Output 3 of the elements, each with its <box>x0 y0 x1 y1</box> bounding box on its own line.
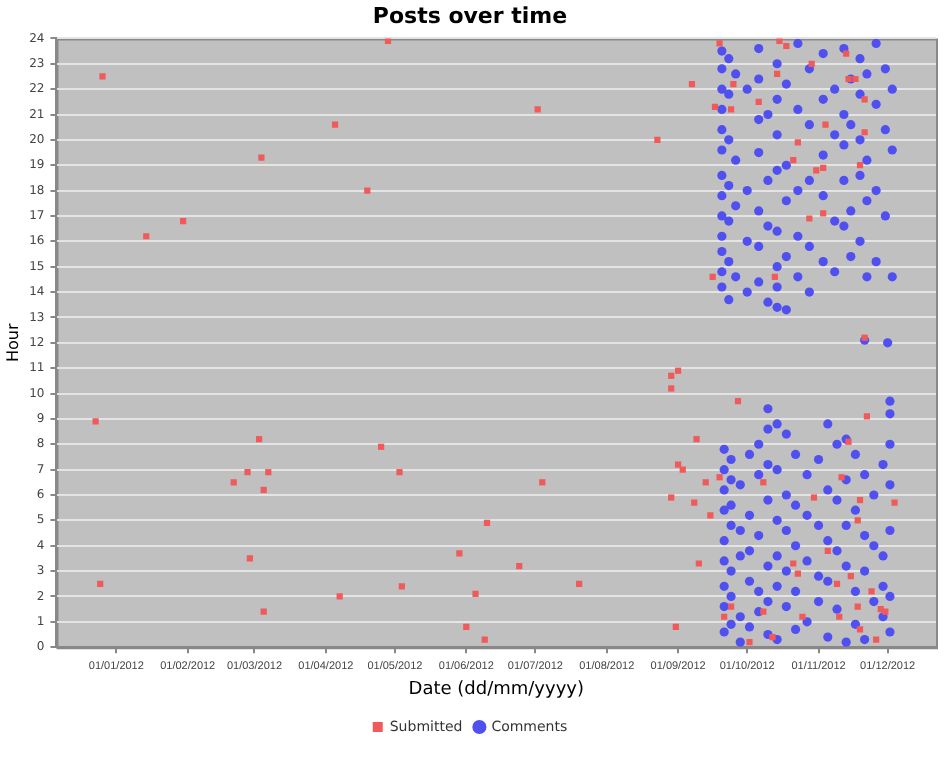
chart-title: Posts over time <box>372 2 568 29</box>
y-axis-title: Hour <box>3 322 22 363</box>
x-axis-title: Date (dd/mm/yyyy) <box>408 679 584 700</box>
